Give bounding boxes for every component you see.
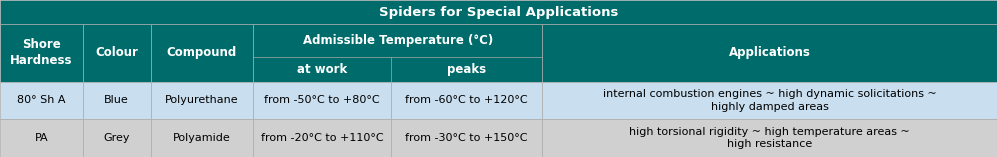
Text: 80° Sh A: 80° Sh A (17, 95, 66, 106)
Text: Applications: Applications (729, 46, 811, 60)
Text: high torsional rigidity ~ high temperature areas ~
high resistance: high torsional rigidity ~ high temperatu… (629, 127, 910, 149)
Text: Polyamide: Polyamide (173, 133, 230, 143)
Text: Grey: Grey (104, 133, 130, 143)
Bar (253, 82, 391, 119)
Bar (253, 119, 391, 157)
Text: internal combustion engines ~ high dynamic solicitations ~
highly damped areas: internal combustion engines ~ high dynam… (603, 89, 936, 112)
Text: from -50°C to +80°C: from -50°C to +80°C (264, 95, 380, 106)
Bar (542, 119, 997, 157)
Bar (542, 24, 997, 82)
Bar (151, 119, 253, 157)
Bar (0, 0, 997, 24)
Bar (0, 24, 83, 82)
Text: Compound: Compound (166, 46, 237, 60)
Bar (542, 82, 997, 119)
Text: from -30°C to +150°C: from -30°C to +150°C (406, 133, 527, 143)
Text: Colour: Colour (95, 46, 139, 60)
Text: from -20°C to +110°C: from -20°C to +110°C (261, 133, 383, 143)
Bar (83, 119, 151, 157)
Text: at work: at work (297, 63, 347, 76)
Text: Admissible Temperature (°C): Admissible Temperature (°C) (303, 34, 493, 47)
Bar (151, 82, 253, 119)
Bar (151, 24, 253, 82)
Bar (0, 82, 83, 119)
Bar (253, 24, 542, 82)
Text: from -60°C to +120°C: from -60°C to +120°C (406, 95, 527, 106)
Text: peaks: peaks (447, 63, 487, 76)
Bar (0, 119, 83, 157)
Bar (391, 82, 542, 119)
Bar (83, 24, 151, 82)
Bar (391, 119, 542, 157)
Bar (83, 82, 151, 119)
Text: Blue: Blue (105, 95, 129, 106)
Text: PA: PA (35, 133, 48, 143)
Text: Spiders for Special Applications: Spiders for Special Applications (379, 6, 618, 19)
Text: Shore
Hardness: Shore Hardness (10, 38, 73, 68)
Text: Polyurethane: Polyurethane (166, 95, 238, 106)
